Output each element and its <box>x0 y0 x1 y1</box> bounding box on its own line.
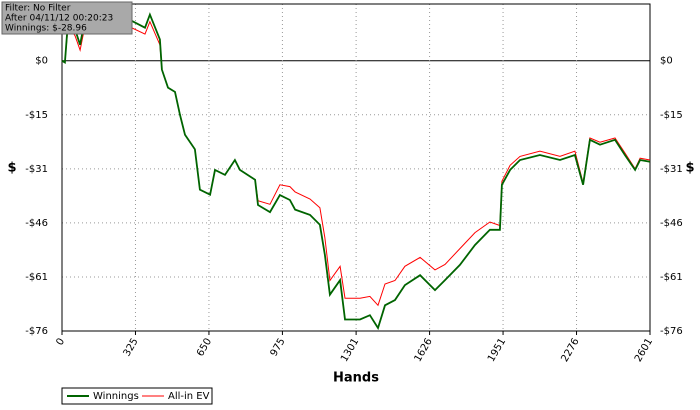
y-tick-label: -$76 <box>25 326 48 337</box>
legend-label: All-in EV <box>168 391 210 402</box>
x-tick-label: 650 <box>195 337 214 359</box>
plot-border <box>61 3 651 332</box>
y2-tick-label: -$61 <box>660 272 683 283</box>
plot-area <box>61 3 651 332</box>
info-text: Filter: No Filter <box>5 4 71 14</box>
info-text: Winnings: $-28.96 <box>5 24 87 34</box>
x-tick-label: 975 <box>269 337 288 359</box>
info-box <box>1 1 133 35</box>
y2-tick-label: -$31 <box>660 164 683 175</box>
x-tick-label: 325 <box>122 337 141 359</box>
info-text: After 04/11/12 00:20:23 <box>5 14 113 24</box>
x-tick-label: 1951 <box>486 337 508 365</box>
y-tick-label: -$61 <box>25 272 48 283</box>
series-line <box>61 12 651 331</box>
y2-tick-label: -$15 <box>660 110 683 121</box>
y2-tick-label: $0 <box>660 56 673 67</box>
x-tick-label: 2601 <box>633 337 655 365</box>
y2-axis-title: $ <box>685 161 694 176</box>
x-tick-label: 2276 <box>559 337 581 365</box>
series-line <box>61 20 651 307</box>
x-axis-title: Hands <box>333 371 379 386</box>
legend-box <box>61 387 213 405</box>
x-tick-label: 1626 <box>413 337 435 365</box>
y-axis-title: $ <box>7 161 16 176</box>
y-tick-label: -$46 <box>25 218 48 229</box>
x-tick-label: 0 <box>54 337 67 348</box>
legend-label: Winnings <box>93 391 139 402</box>
y-tick-label: -$31 <box>25 164 48 175</box>
y-tick-label: $0 <box>35 56 48 67</box>
x-tick-label: 1301 <box>339 337 361 365</box>
y-tick-label: -$15 <box>25 110 48 121</box>
y2-tick-label: -$46 <box>660 218 683 229</box>
y2-tick-label: -$76 <box>660 326 683 337</box>
